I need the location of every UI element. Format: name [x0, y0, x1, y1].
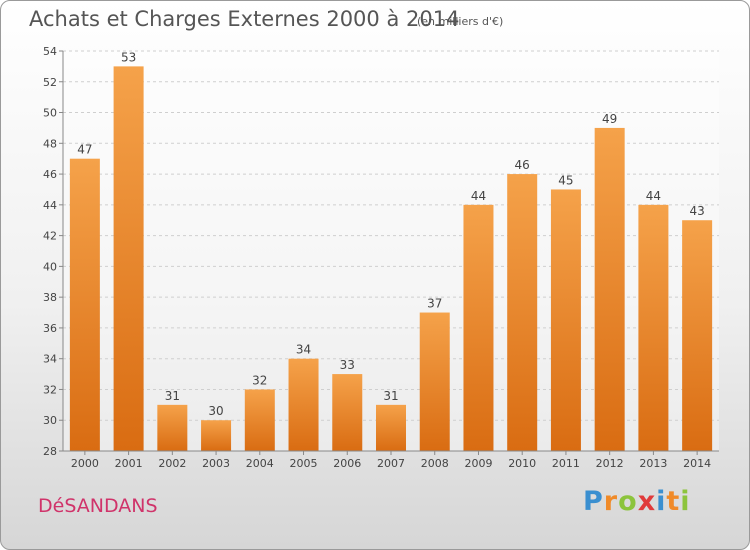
bar-2013: [638, 204, 669, 451]
y-tick-label: 40: [43, 260, 57, 273]
bar-2002: [157, 404, 188, 451]
data-label: 44: [471, 189, 486, 203]
y-tick-label: 48: [43, 137, 57, 150]
data-label: 30: [208, 404, 223, 418]
x-tick-label: 2011: [552, 457, 580, 470]
bar-2003: [201, 420, 232, 451]
x-tick-label: 2014: [683, 457, 711, 470]
bar-2012: [594, 127, 625, 451]
x-tick-label: 2002: [158, 457, 186, 470]
bar-2009: [463, 204, 494, 451]
x-tick-label: 2000: [71, 457, 99, 470]
x-tick-label: 2010: [508, 457, 536, 470]
x-tick-label: 2003: [202, 457, 230, 470]
data-label: 43: [689, 204, 704, 218]
logo-letter: t: [666, 486, 681, 517]
data-label: 46: [515, 158, 530, 172]
bar-2014: [682, 220, 713, 451]
data-label: 45: [558, 173, 573, 187]
chart-title: Achats et Charges Externes 2000 à 2014: [29, 7, 460, 31]
y-tick-label: 28: [43, 445, 57, 458]
y-tick-label: 54: [43, 45, 57, 58]
logo-letter: i: [656, 486, 667, 517]
x-tick-label: 2013: [639, 457, 667, 470]
data-label: 33: [340, 358, 355, 372]
y-tick-label: 30: [43, 414, 57, 427]
y-tick-label: 42: [43, 230, 57, 243]
logo-letter: i: [680, 486, 691, 517]
y-tick-label: 44: [43, 199, 57, 212]
data-label: 34: [296, 343, 311, 357]
data-label: 47: [77, 143, 92, 157]
logo-letter: o: [618, 486, 638, 517]
bar-2008: [419, 312, 450, 451]
bar-2011: [550, 189, 581, 451]
x-tick-label: 2001: [115, 457, 143, 470]
bar-2004: [244, 389, 275, 451]
chart-subtitle: (en milliers d'€): [417, 15, 504, 28]
y-tick-label: 46: [43, 168, 57, 181]
logo-letter: x: [637, 486, 657, 517]
x-tick-label: 2007: [377, 457, 405, 470]
x-tick-label: 2009: [464, 457, 492, 470]
y-tick-label: 52: [43, 76, 57, 89]
bar-2007: [376, 404, 406, 451]
commune-name: DéSANDANS: [38, 495, 158, 517]
y-tick-label: 36: [43, 322, 57, 335]
y-tick-label: 32: [43, 383, 57, 396]
data-label: 44: [646, 189, 661, 203]
bar-2000: [69, 158, 100, 451]
x-tick-label: 2006: [333, 457, 361, 470]
data-label: 31: [383, 389, 398, 403]
y-tick-label: 50: [43, 107, 57, 120]
logo-letter: r: [603, 486, 619, 517]
data-label: 32: [252, 373, 267, 387]
x-tick-label: 2004: [246, 457, 274, 470]
data-label: 31: [165, 389, 180, 403]
bar-2010: [507, 174, 538, 452]
proxiti-logo: Proxiti: [583, 486, 691, 517]
bar-2005: [288, 358, 319, 451]
bar-2006: [332, 374, 363, 451]
x-tick-label: 2008: [421, 457, 449, 470]
y-tick-label: 38: [43, 291, 57, 304]
x-tick-label: 2012: [596, 457, 624, 470]
data-label: 49: [602, 112, 617, 126]
y-tick-label: 34: [43, 353, 57, 366]
data-label: 53: [121, 50, 136, 64]
bar-2001: [113, 66, 144, 451]
logo-letter: P: [583, 486, 604, 517]
data-label: 37: [427, 297, 442, 311]
x-tick-label: 2005: [290, 457, 318, 470]
